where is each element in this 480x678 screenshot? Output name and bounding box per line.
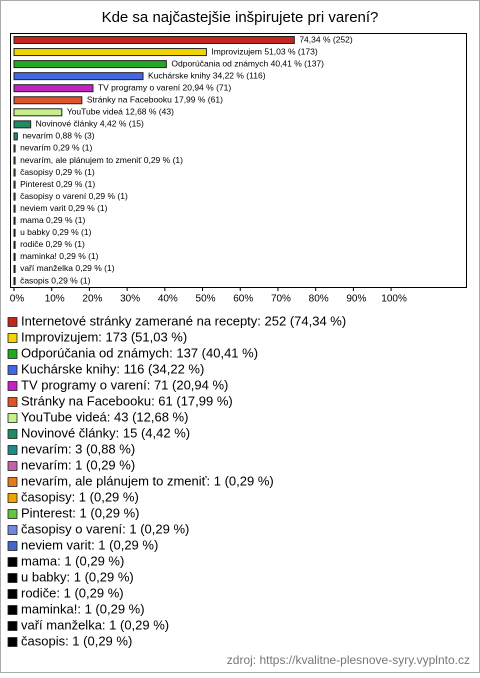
bar (13, 240, 16, 249)
legend-label: maminka!: 1 (0,29 %) (21, 601, 145, 616)
legend-label: nevarím: 1 (0,29 %) (21, 457, 135, 472)
legend-swatch (7, 429, 18, 439)
bar (13, 72, 144, 81)
bar (13, 36, 295, 44)
bar-label: 74,34 % (252) (299, 34, 353, 44)
bar-label: časopisy o varení 0,29 % (1) (20, 191, 128, 201)
bar-label: nevarím, ale plánujem to zmeniť 0,29 % (… (20, 155, 183, 165)
x-tick-label: 40% (158, 294, 178, 305)
bar-label: maminka! 0,29 % (1) (20, 251, 99, 261)
bar (13, 144, 16, 153)
legend-label: časopis: 1 (0,29 %) (21, 633, 132, 648)
legend-label: u babky: 1 (0,29 %) (21, 569, 134, 584)
bar-label: TV programy o varení 20,94 % (71) (98, 82, 231, 92)
bar-label: Novinové články 4,42 % (15) (36, 119, 144, 129)
bar-label: vaří manželka 0,29 % (1) (20, 263, 115, 273)
bar (13, 132, 18, 141)
x-tick-label: 80% (309, 294, 329, 305)
legend-label: YouTube videá: 43 (12,68 %) (21, 409, 188, 424)
legend-swatch (7, 509, 18, 519)
legend-label: rodiče: 1 (0,29 %) (21, 585, 124, 600)
legend-label: Odporúčania od známych: 137 (40,41 %) (21, 345, 258, 360)
bar-label: časopisy 0,29 % (1) (20, 167, 95, 177)
source: zdroj: https://kvalitne-plesnove-syry.vy… (227, 653, 470, 667)
bar (13, 264, 16, 273)
legend-label: nevarím: 3 (0,88 %) (21, 441, 135, 456)
bar (13, 156, 16, 165)
x-tick-label: 20% (82, 294, 102, 305)
bar-label: mama 0,29 % (1) (20, 215, 85, 225)
x-tick-label: 50% (196, 294, 216, 305)
bar (13, 180, 16, 189)
bar (13, 96, 83, 105)
legend-label: TV programy o varení: 71 (20,94 %) (21, 377, 228, 392)
bar (13, 192, 16, 201)
legend-swatch (7, 349, 18, 359)
legend-label: Improvizujem: 173 (51,03 %) (21, 329, 187, 344)
bar (13, 108, 63, 117)
bar-label: Pinterest 0,29 % (1) (20, 179, 95, 189)
legend-swatch (7, 413, 18, 423)
legend-swatch (7, 365, 18, 375)
legend-label: vaří manželka: 1 (0,29 %) (21, 617, 169, 632)
bar-label: časopis 0,29 % (1) (20, 275, 91, 285)
legend-label: Stránky na Facebooku: 61 (17,99 %) (21, 393, 233, 408)
x-tick-label: 70% (271, 294, 291, 305)
bar (13, 168, 16, 177)
legend-label: Kuchárske knihy: 116 (34,22 %) (21, 361, 204, 376)
x-tick-label: 0% (10, 294, 25, 305)
bar-label: nevarím 0,29 % (1) (20, 143, 92, 153)
legend-swatch (7, 397, 18, 407)
legend-swatch (7, 557, 18, 567)
bar-label: Odporúčania od známych 40,41 % (137) (171, 58, 324, 68)
legend-swatch (7, 333, 18, 343)
legend-label: nevarím, ale plánujem to zmeniť: 1 (0,29… (21, 473, 274, 488)
legend-swatch (7, 541, 18, 551)
legend-swatch (7, 477, 18, 487)
bar-label: Improvizujem 51,03 % (173) (211, 46, 317, 56)
bar-label: rodiče 0,29 % (1) (20, 239, 85, 249)
bar-label: YouTube videá 12,68 % (43) (67, 107, 174, 117)
x-tick-label: 60% (233, 294, 253, 305)
legend-label: mama: 1 (0,29 %) (21, 553, 124, 568)
bar-label: Kuchárske knihy 34,22 % (116) (148, 70, 266, 80)
bar (13, 120, 32, 129)
x-tick-label: 30% (120, 294, 140, 305)
bar (13, 216, 16, 225)
legend-swatch (7, 493, 18, 503)
legend-swatch (7, 445, 18, 455)
bar (13, 277, 16, 285)
legend-swatch (7, 589, 18, 599)
chart-title: Kde sa najčastejšie inšpirujete pri vare… (102, 9, 379, 26)
legend-swatch (7, 637, 18, 647)
x-tick-label: 10% (45, 294, 65, 305)
bar (13, 252, 16, 261)
bar-label: Stránky na Facebooku 17,99 % (61) (87, 95, 223, 105)
legend-swatch (7, 621, 18, 631)
bar-label: u babky 0,29 % (1) (20, 227, 92, 237)
bar (13, 48, 207, 57)
legend-label: neviem varit: 1 (0,29 %) (21, 537, 158, 552)
bar (13, 60, 167, 69)
legend-label: Internetové stránky zamerané na recepty:… (21, 313, 346, 328)
legend-label: časopisy: 1 (0,29 %) (21, 489, 139, 504)
x-tick-label: 100% (381, 294, 407, 305)
bar-label: neviem varit 0,29 % (1) (20, 203, 108, 213)
legend-label: Pinterest: 1 (0,29 %) (21, 505, 140, 520)
bar (13, 84, 94, 93)
x-tick-label: 90% (346, 294, 366, 305)
bar (13, 204, 16, 213)
legend-swatch (7, 525, 18, 535)
legend-label: časopisy o varení: 1 (0,29 %) (21, 521, 189, 536)
legend-swatch (7, 605, 18, 615)
legend-label: Novinové články: 15 (4,42 %) (21, 425, 190, 440)
bar (13, 228, 16, 237)
legend-swatch (7, 573, 18, 583)
legend-swatch (7, 317, 18, 327)
legend-swatch (7, 381, 18, 391)
bar-label: nevarím 0,88 % (3) (22, 131, 94, 141)
legend-swatch (7, 461, 18, 471)
